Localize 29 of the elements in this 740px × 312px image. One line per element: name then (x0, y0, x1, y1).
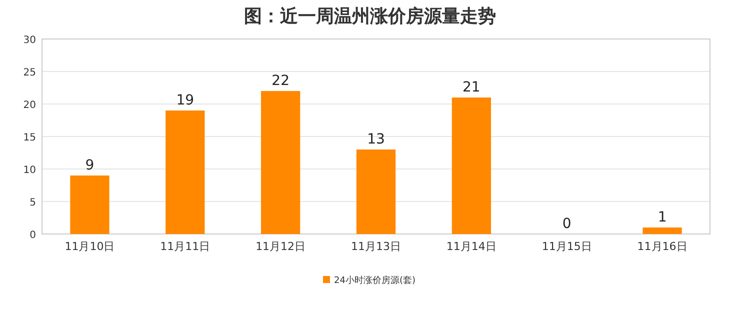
y-tick-label: 20 (23, 100, 36, 111)
bar (70, 176, 110, 234)
y-tick-label: 10 (23, 165, 36, 176)
x-tick-label: 11月10日 (64, 240, 115, 253)
data-label: 0 (562, 216, 572, 232)
data-label: 21 (462, 80, 480, 96)
data-label: 1 (658, 210, 667, 226)
x-tick-label: 11月16日 (637, 240, 688, 253)
data-label: 22 (272, 73, 290, 89)
bar (166, 110, 205, 234)
x-tick-label: 11月13日 (351, 240, 401, 253)
x-tick-label: 11月11日 (160, 240, 210, 253)
legend-label: 24小时涨价房源(套) (334, 275, 416, 286)
data-label: 13 (367, 132, 385, 148)
x-tick-label: 11月15日 (542, 240, 592, 253)
bar (356, 150, 396, 234)
bar (642, 228, 682, 234)
x-tick-label: 11月12日 (256, 240, 306, 253)
data-label: 9 (85, 158, 94, 174)
bar (261, 91, 300, 234)
y-tick-label: 0 (30, 230, 36, 241)
y-tick-label: 30 (23, 35, 36, 46)
data-label: 19 (176, 92, 194, 108)
y-tick-label: 15 (23, 132, 36, 144)
bar (452, 98, 491, 234)
y-tick-label: 25 (23, 68, 36, 78)
x-tick-label: 11月14日 (446, 240, 496, 253)
y-tick-label: 5 (30, 198, 36, 208)
chart-title: 图：近一周温州涨价房源量走势 (244, 6, 496, 27)
